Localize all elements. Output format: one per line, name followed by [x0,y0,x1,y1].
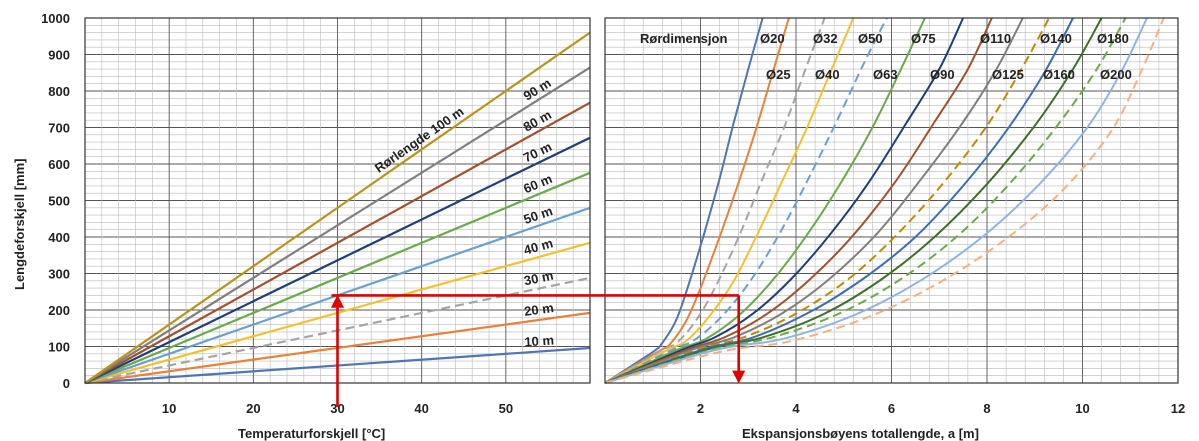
right-x-tick-label: 4 [792,401,800,416]
right-series-curve [604,17,1127,384]
left-x-axis-label: Temperaturforskjell [°C] [238,426,385,441]
reading-example-path [331,294,746,407]
legend-label: Ø50 [858,31,883,46]
right-series-curve [604,17,888,384]
left-x-tick-label: 30 [330,401,344,416]
legend-label: Ø20 [760,31,785,46]
left-x-tick-label: 40 [414,401,428,416]
right-x-tick-labels: 2 4 6 8 10 12 [697,401,1185,416]
right-series-curve [604,17,855,384]
left-y-tick-label: 400 [48,230,70,245]
right-series-curve [604,17,1074,384]
right-x-tick-label: 12 [1171,401,1185,416]
left-series-line [84,31,591,384]
right-plot-border [604,17,1179,384]
left-y-tick-label: 1000 [41,11,70,26]
legend-label: Ø160 [1043,67,1075,82]
left-x-tick-label: 20 [246,401,260,416]
left-x-tick-labels: 10 20 30 40 50 [162,401,513,416]
right-x-axis-label: Ekspansjonsbøyens totallengde, a [m] [742,426,979,441]
left-series-line [84,136,591,384]
left-y-tick-label: 100 [48,340,70,355]
left-series-label: 20 m [523,300,554,319]
right-series-curve [604,17,965,384]
right-series-curve [604,17,826,384]
legend-label: Ø75 [911,31,936,46]
left-y-axis-label: Lengdeforskjell [mm] [12,159,27,290]
legend-label: Ø40 [815,67,840,82]
legend-title: Rørdimensjon [640,31,727,46]
right-series-curve [604,17,926,384]
right-series-lines [604,17,1165,384]
right-series-curve [604,17,1103,384]
left-y-tick-label: 0 [63,376,70,391]
legend-label: Ø200 [1100,67,1132,82]
left-y-tick-label: 800 [48,84,70,99]
left-y-tick-label: 200 [48,303,70,318]
left-y-tick-label: 500 [48,194,70,209]
right-x-tick-label: 2 [697,401,704,416]
left-series-line [84,66,591,384]
left-series-line [84,171,591,385]
legend-label: Ø25 [766,67,791,82]
right-x-tick-label: 8 [983,401,990,416]
legend-label: Ø90 [930,67,955,82]
legend-label: Ø110 [980,31,1011,46]
right-series-curve [604,17,1050,384]
right-x-tick-label: 10 [1075,401,1089,416]
left-series-label: 10 m [524,332,555,349]
left-series-label: 30 m [523,268,555,289]
legend-label: Ø180 [1097,31,1129,46]
left-y-tick-label: 600 [48,157,70,172]
legend-label: Ø63 [873,67,898,82]
left-x-tick-label: 50 [499,401,513,416]
left-y-tick-label: 700 [48,121,70,136]
left-y-tick-label: 300 [48,267,70,282]
right-series-curve [604,17,1024,384]
left-series-line [84,101,591,384]
pipe-dimension-legend: Rørdimensjon Ø20 Ø32 Ø50 Ø75 Ø110 Ø140 Ø180 Ø25 Ø… [640,31,1132,82]
legend-label: Ø140 [1040,31,1072,46]
right-series-curve [604,17,993,384]
right-x-tick-label: 6 [888,401,895,416]
left-x-tick-label: 10 [162,401,176,416]
right-series-curve [604,17,1165,384]
legend-label: Ø125 [992,67,1024,82]
right-series-curve [604,17,764,384]
left-y-tick-label: 900 [48,48,70,63]
expansion-length-panel: 2 4 6 8 10 12 Rørdimensjon Ø20 Ø32 Ø50 Ø75 Ø110 Ø14… [604,17,1185,441]
left-y-tick-labels: 0 100 200 300 400 500 600 700 800 900 1000 [41,11,70,391]
legend-label: Ø32 [813,31,838,46]
